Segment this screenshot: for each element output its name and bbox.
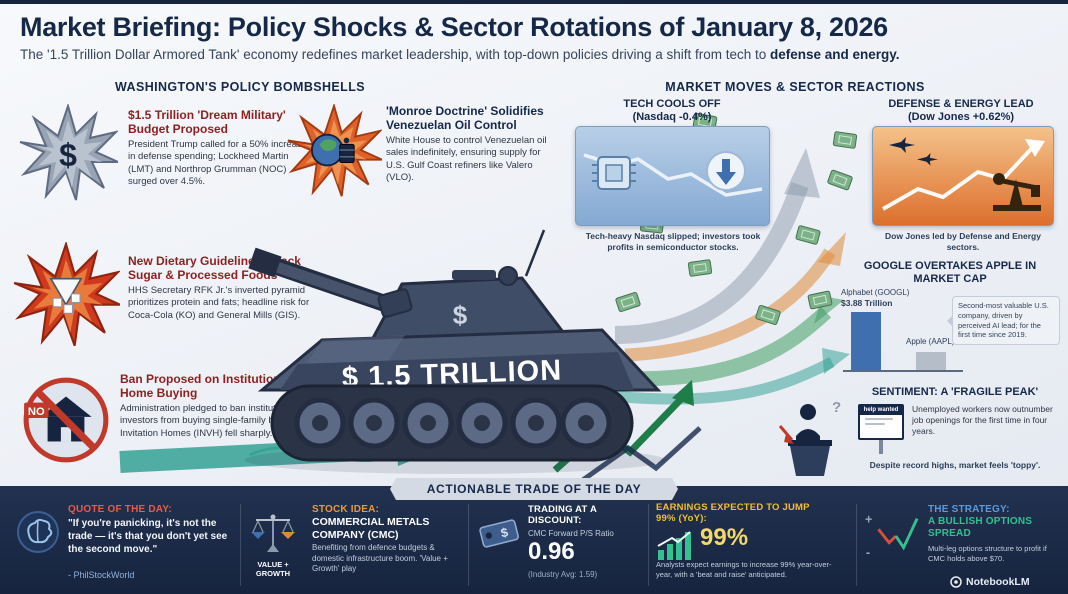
brand-name: NotebookLM (966, 576, 1030, 588)
svg-text:$: $ (453, 300, 468, 330)
googl-label: Alphabet (GOOGL) (841, 288, 910, 297)
strategy-sub: A BULLISH OPTIONS SPREAD (928, 516, 1033, 539)
oil-pumpjack-icon (993, 173, 1041, 211)
notebooklm-brand: NotebookLM (950, 576, 1030, 588)
aapl-bar-label: Apple (AAPL) (906, 337, 955, 346)
defense-chart-panel (872, 126, 1054, 226)
policy-item-title: Ban Proposed on Institutional Home Buyin… (120, 372, 291, 401)
earnings-heading: EARNINGS EXPECTED TO JUMP 99% (YoY): (656, 502, 810, 525)
googl-bar-label: Alphabet (GOOGL) $3.88 Trillion (841, 288, 936, 308)
help-wanted-sign: help wanted (858, 404, 904, 440)
tech-title: TECH COOLS OFF (623, 98, 721, 110)
callout-text: Second-most valuable U.S. company, drive… (958, 301, 1049, 340)
speaker-podium-icon: ? (778, 399, 841, 476)
quote-attribution: - PhilStockWorld (68, 570, 135, 580)
defense-rising-chart (882, 137, 1045, 211)
svg-text:-: - (866, 545, 870, 559)
strategy-body: Multi-leg options structure to profit if… (928, 544, 1047, 563)
google-callout: Second-most valuable U.S. company, drive… (947, 296, 1060, 345)
aapl-bar (916, 352, 946, 370)
stock-name: COMMERCIAL METALS COMPANY (CMC) (312, 516, 430, 541)
bar-divider (856, 504, 857, 586)
quote-text: "If you're panicking, it's not the trade… (68, 518, 228, 555)
discount-heading: TRADING AT A DISCOUNT: (528, 504, 597, 527)
sentiment-body: Unemployed workers now outnumber job ope… (912, 404, 1053, 436)
discount-sub: CMC Forward P/S Ratio (528, 529, 614, 538)
top-border (0, 0, 1068, 4)
options-spread-chart-icon: + - (865, 512, 919, 559)
bar-divider (468, 504, 469, 586)
rising-bars-icon (657, 531, 691, 560)
policy-item-body: HHS Secretary RFK Jr.'s inverted pyramid… (128, 285, 310, 321)
sentiment-panel-title: SENTIMENT: A 'FRAGILE PEAK' (871, 386, 1039, 398)
earnings-value: 99% (700, 524, 749, 551)
policy-item-body: President Trump called for a 50% increas… (128, 139, 308, 187)
policy-section-heading: WASHINGTON'S POLICY BOMBSHELLS (115, 80, 365, 94)
defense-caption: Dow Jones led by Defense and Energy sect… (885, 231, 1041, 253)
googl-bar (851, 312, 881, 370)
help-wanted-sign-text: help wanted (860, 406, 902, 415)
subtitle-bold: defense and energy. (770, 47, 900, 62)
bar-divider (240, 504, 241, 586)
sign-line (865, 417, 893, 420)
policy-item-title: 'Monroe Doctrine' Solidifies Venezuelan … (386, 104, 544, 133)
chip-icon (592, 156, 636, 190)
policy-item-home-buying: Ban Proposed on Institutional Home Buyin… (120, 372, 316, 440)
svg-text:NO: NO (28, 406, 45, 418)
dietary-guidelines-burst-icon (13, 242, 120, 347)
googl-value: $3.88 Trillion (841, 297, 893, 308)
defense-subtitle: (Dow Jones +0.62%) (907, 111, 1015, 124)
armored-tank-illustration: $ $ 1.5 TRILLION (245, 229, 665, 474)
brain-icon (17, 511, 59, 553)
svg-text:$: $ (59, 137, 77, 173)
down-arrow-icon (706, 151, 746, 191)
price-tag-icon: $ (479, 519, 519, 548)
svg-text:+: + (865, 512, 872, 526)
stock-idea-heading: STOCK IDEA: (312, 504, 380, 515)
policy-item-title: $1.5 Trillion 'Dream Military' Budget Pr… (128, 108, 286, 137)
bar-chart-baseline (843, 370, 963, 372)
callout-pointer (947, 315, 953, 327)
stock-body: Benefiting from defence budgets & domest… (312, 543, 448, 574)
tech-panel-title: TECH COOLS OFF (Nasdaq -0.4%) (572, 98, 772, 124)
sign-post (879, 440, 883, 454)
discount-note: (Industry Avg: 1.59) (528, 570, 598, 579)
oil-doctrine-explosion-icon (287, 104, 382, 197)
subtitle-text: The '1.5 Trillion Dollar Armored Tank' e… (20, 47, 771, 62)
strategy-heading: THE STRATEGY: (928, 504, 1010, 515)
trade-banner: ACTIONABLE TRADE OF THE DAY (390, 478, 678, 500)
policy-item-body: White House to control Venezuelan oil sa… (386, 135, 547, 183)
policy-item-body: Administration pledged to ban institutio… (120, 403, 300, 439)
defense-panel-title: DEFENSE & ENERGY LEAD (Dow Jones +0.62%) (862, 98, 1060, 124)
tech-declining-chart (583, 151, 763, 197)
tech-caption: Tech-heavy Nasdaq slipped; investors too… (585, 231, 761, 253)
balance-scale-icon (251, 514, 295, 552)
google-panel-title: GOOGLE OVERTAKES APPLE IN MARKET CAP (863, 260, 1037, 286)
svg-text:?: ? (832, 399, 841, 416)
notebooklm-logo-icon (950, 576, 962, 588)
military-budget-burst-icon: $ (19, 104, 118, 201)
policy-item-oil-doctrine: 'Monroe Doctrine' Solidifies Venezuelan … (386, 104, 558, 184)
scale-icon-label: VALUE + GROWTH (255, 560, 291, 578)
page-subtitle: The '1.5 Trillion Dollar Armored Tank' e… (20, 47, 900, 62)
quote-heading: QUOTE OF THE DAY: (68, 504, 172, 515)
sentiment-note: Despite record highs, market feels 'topp… (869, 460, 1041, 470)
page-title: Market Briefing: Policy Shocks & Sector … (20, 12, 888, 42)
fighter-jet-icon (889, 137, 938, 166)
earnings-body: Analysts expect earnings to increase 99%… (656, 560, 832, 579)
defense-title: DEFENSE & ENERGY LEAD (888, 98, 1034, 110)
market-section-heading: MARKET MOVES & SECTOR REACTIONS (665, 80, 925, 94)
policy-item-military-budget: $1.5 Trillion 'Dream Military' Budget Pr… (128, 108, 310, 188)
sign-line (865, 422, 885, 425)
bar-divider (648, 504, 649, 586)
tech-chart-panel (575, 126, 770, 226)
svg-text:$: $ (499, 525, 509, 540)
tech-subtitle: (Nasdaq -0.4%) (632, 111, 712, 124)
no-home-buying-icon: NO (23, 377, 109, 463)
discount-value: 0.96 (528, 538, 575, 565)
